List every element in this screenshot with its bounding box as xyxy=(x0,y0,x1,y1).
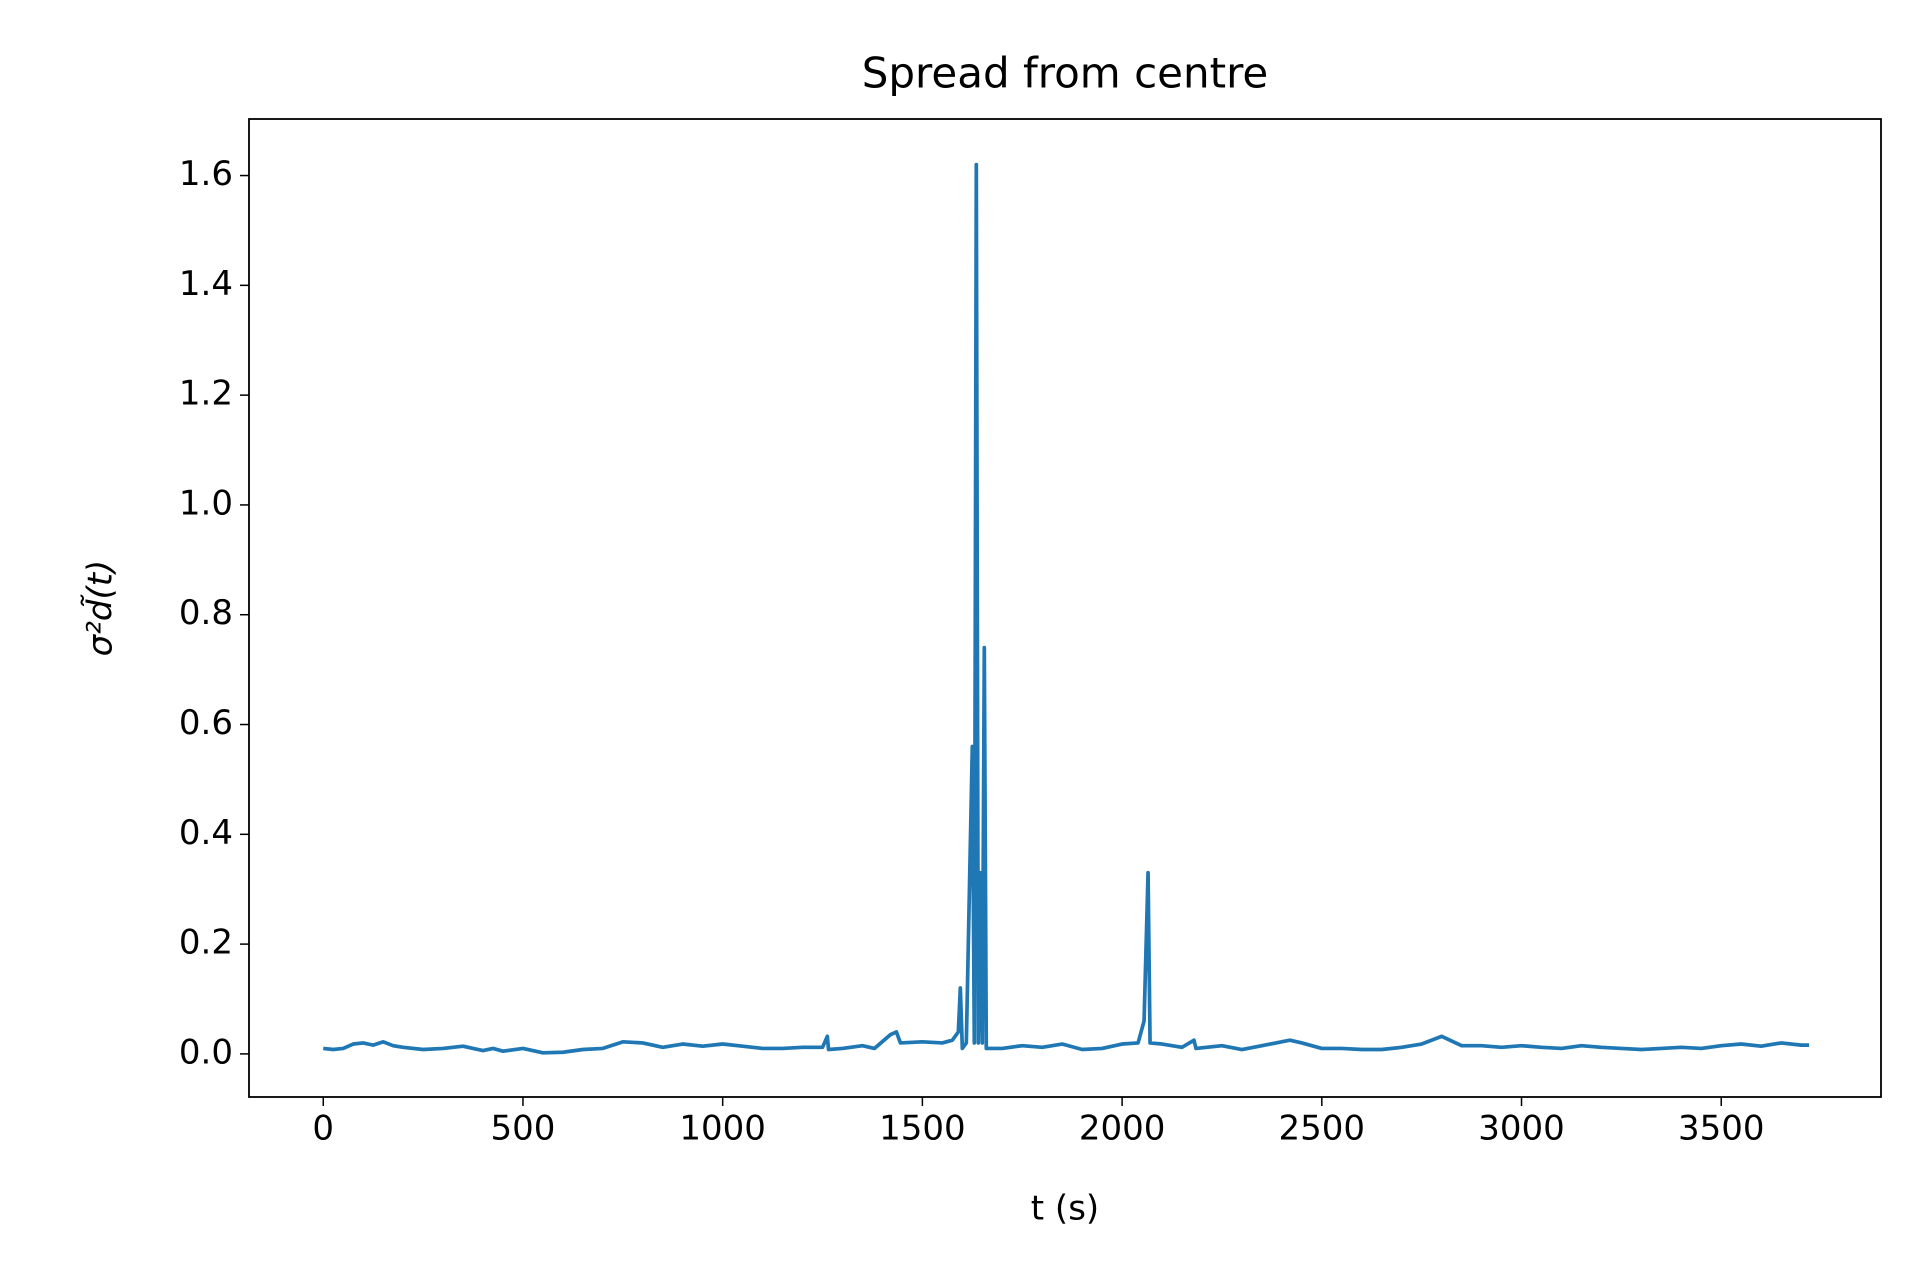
y-tick-label: 1.4 xyxy=(179,264,233,304)
x-tick-label: 2000 xyxy=(1079,1109,1166,1149)
plot-frame xyxy=(248,118,1882,1098)
y-tick-label: 1.6 xyxy=(179,154,233,194)
x-tick-label: 2500 xyxy=(1279,1109,1366,1149)
x-tick-label: 1000 xyxy=(679,1109,766,1149)
y-axis-label: σ²d̃(t) xyxy=(80,560,120,657)
y-tick-label: 1.2 xyxy=(179,374,233,414)
chart-title: Spread from centre xyxy=(862,49,1269,98)
y-tick-label: 0.6 xyxy=(179,703,233,743)
y-tick-label: 0.2 xyxy=(179,923,233,963)
x-tick-label: 500 xyxy=(491,1109,556,1149)
x-tick-label: 0 xyxy=(312,1109,334,1149)
x-tick-label: 3500 xyxy=(1678,1109,1765,1149)
data-line xyxy=(323,162,1810,1055)
y-tick-label: 0.0 xyxy=(179,1032,233,1072)
x-tick-label: 1500 xyxy=(879,1109,966,1149)
y-tick-label: 1.0 xyxy=(179,483,233,523)
x-tick-label: 3000 xyxy=(1478,1109,1565,1149)
x-axis-label: t (s) xyxy=(1031,1189,1099,1229)
y-tick-label: 0.4 xyxy=(179,813,233,853)
y-tick-label: 0.8 xyxy=(179,593,233,633)
